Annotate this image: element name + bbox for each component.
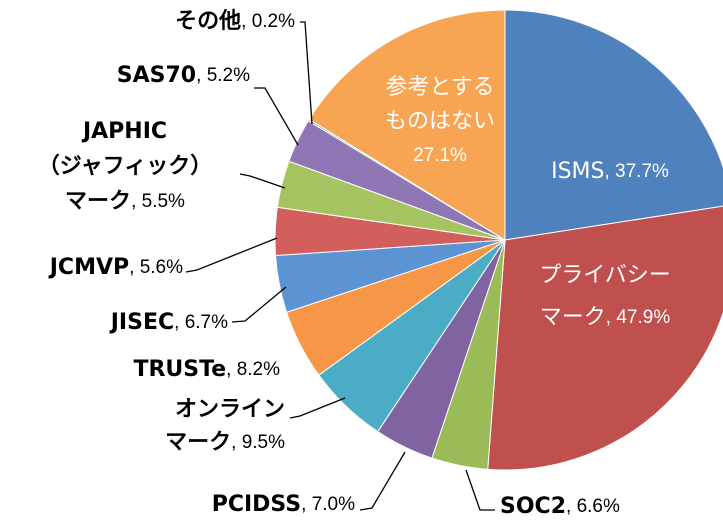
pie-slice (504, 9, 723, 241)
data-label: JAPHIC （ジャフィック） マーク, 5.5% (38, 119, 212, 214)
data-label-text: JISEC, 6.7% (109, 310, 228, 335)
data-label-text: プライバシーマーク, 47.9% (539, 263, 671, 330)
value-label: 5.6% (140, 257, 183, 278)
label-separator: , (226, 359, 237, 380)
category-label: オンライン (175, 397, 285, 422)
data-label-text: TRUSTe, 8.2% (133, 357, 280, 382)
label-separator: , (604, 161, 615, 182)
label-separator: , (129, 257, 140, 278)
data-label: PCIDSS, 7.0% (212, 492, 355, 517)
leader-line (300, 21, 313, 125)
value-label: 5.2% (207, 65, 250, 86)
data-label-text: JCMVP, 5.6% (48, 255, 183, 280)
value-label: 7.0% (312, 494, 355, 515)
data-label: SAS70, 5.2% (117, 63, 250, 88)
category-label: SAS70 (117, 63, 196, 88)
leader-line (231, 286, 287, 323)
value-label: 8.2% (237, 359, 280, 380)
category-label: JISEC (109, 310, 174, 335)
data-label: ISMS, 37.7% (551, 159, 669, 184)
value-label: 0.2% (252, 11, 295, 32)
label-separator: , (606, 307, 617, 328)
category-label: （ジャフィック） (38, 154, 212, 179)
label-separator: , (196, 65, 207, 86)
data-label-text: ISMS, 37.7% (551, 159, 669, 184)
pie-slice (487, 205, 723, 471)
category-label: プライバシー (539, 263, 671, 288)
label-separator: , (566, 496, 577, 517)
data-label: プライバシーマーク, 47.9% (539, 263, 671, 330)
data-label: JISEC, 6.7% (109, 310, 228, 335)
value-label: 27.1% (413, 145, 467, 166)
category-label: マーク (165, 430, 231, 455)
category-label: ものはない (385, 109, 495, 134)
category-label: SOC2 (500, 494, 566, 519)
category-label: TRUSTe (133, 357, 226, 382)
data-label-text: 参考とするものはない 27.1% (385, 75, 495, 166)
category-label: その他 (175, 9, 241, 34)
label-separator: , (301, 494, 312, 515)
value-label: 6.7% (185, 312, 228, 333)
leader-line (185, 237, 278, 273)
data-label-text: JAPHIC （ジャフィック） マーク, 5.5% (38, 119, 212, 214)
value-label: 5.5% (142, 191, 185, 212)
leader-line (465, 469, 495, 511)
category-label: PCIDSS (212, 492, 301, 517)
value-label: 6.6% (577, 496, 620, 517)
leader-line (359, 451, 406, 511)
pie-slice (308, 9, 506, 241)
leader-line (239, 173, 286, 189)
data-label: SOC2, 6.6% (500, 494, 620, 519)
data-label: 参考とするものはない 27.1% (385, 75, 495, 166)
category-label: マーク (540, 305, 606, 330)
category-label: マーク (65, 189, 131, 214)
data-label-text: SOC2, 6.6% (500, 494, 620, 519)
data-label: オンラインマーク, 9.5% (165, 397, 285, 455)
data-label-text: オンラインマーク, 9.5% (165, 397, 285, 455)
category-label: JAPHIC (81, 119, 167, 144)
data-label-text: SAS70, 5.2% (117, 63, 250, 88)
data-label-text: PCIDSS, 7.0% (212, 492, 355, 517)
label-separator: , (174, 312, 185, 333)
category-label: 参考とする (385, 75, 494, 100)
value-label: 37.7% (615, 161, 669, 182)
label-separator: , (241, 11, 252, 32)
data-label: JCMVP, 5.6% (48, 255, 183, 280)
value-label: 9.5% (242, 432, 285, 453)
data-label: その他, 0.2% (175, 9, 295, 34)
leader-line (254, 87, 299, 146)
category-label: ISMS (551, 159, 604, 184)
label-separator: , (131, 191, 142, 212)
data-label: TRUSTe, 8.2% (133, 357, 280, 382)
category-label: JCMVP (48, 255, 129, 280)
value-label: 47.9% (616, 307, 670, 328)
label-separator: , (231, 432, 242, 453)
data-label-text: その他, 0.2% (175, 9, 295, 34)
leader-line (289, 397, 346, 419)
